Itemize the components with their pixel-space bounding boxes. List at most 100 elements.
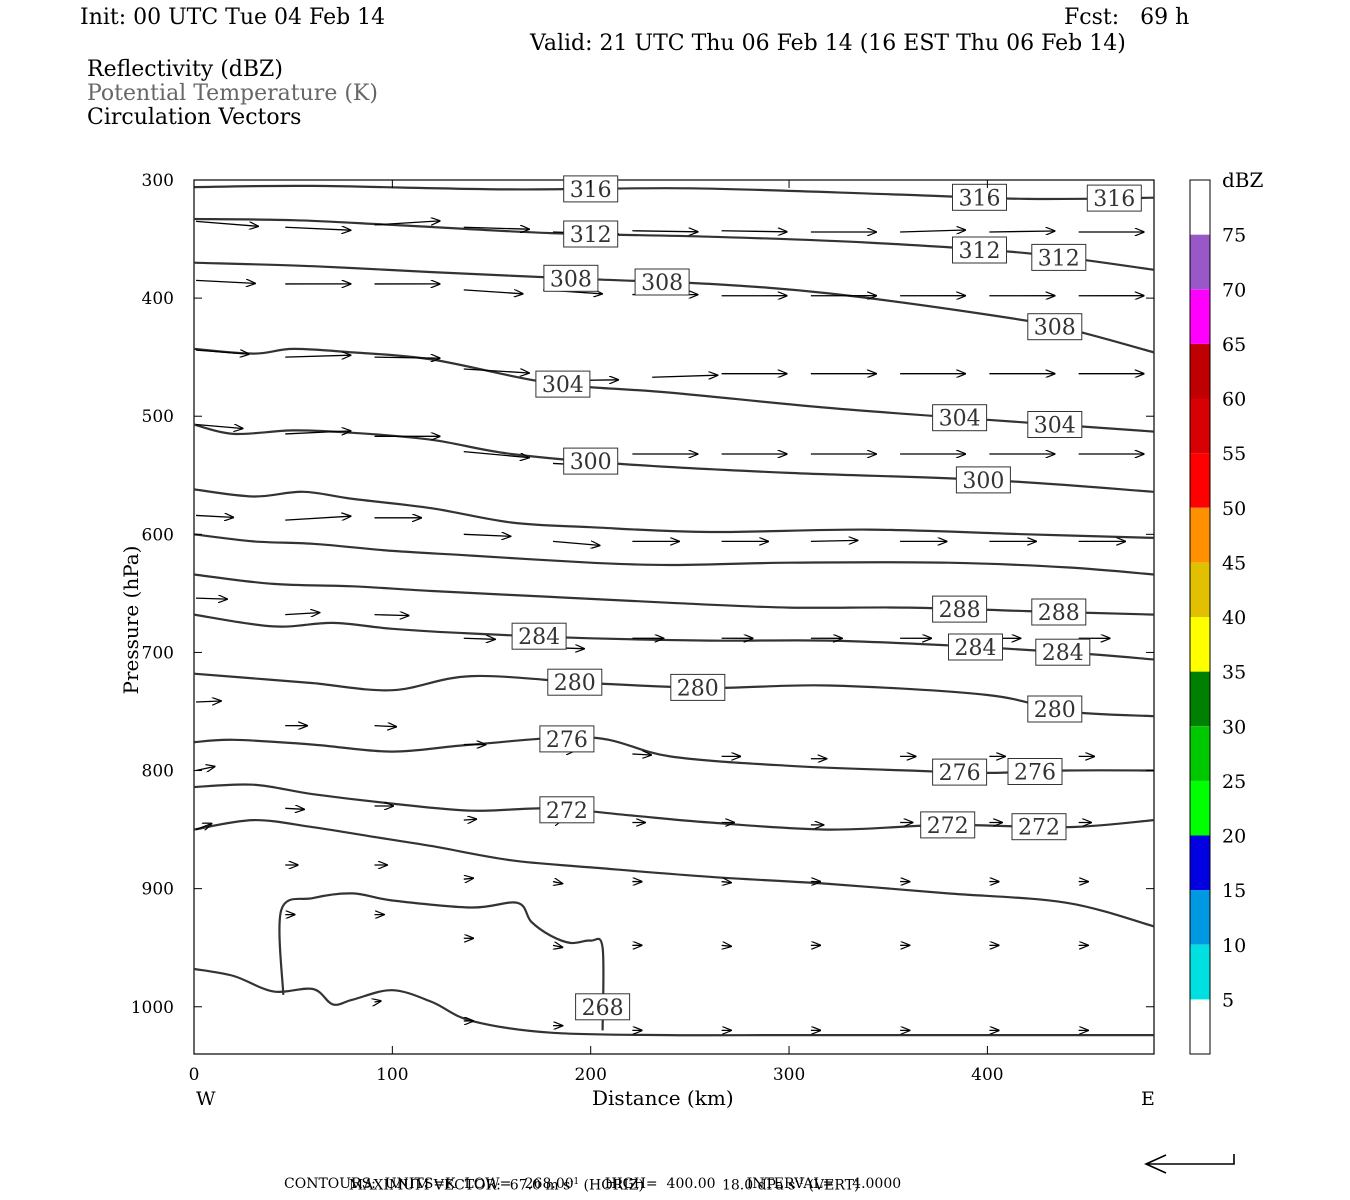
colorbar-tick-label: 20 xyxy=(1222,826,1246,848)
circulation-vector xyxy=(195,515,233,517)
y-tick-label: 700 xyxy=(142,643,174,663)
contour-label-276: 276 xyxy=(539,725,595,753)
circulation-vector xyxy=(374,221,440,226)
circulation-vector xyxy=(195,220,258,226)
circulation-vector xyxy=(810,540,858,541)
contour-label-text: 316 xyxy=(1093,187,1135,212)
contour-label-284: 284 xyxy=(1035,638,1091,666)
circulation-vector xyxy=(652,375,717,377)
colorbar-swatch xyxy=(1190,507,1210,563)
x-tick-label: 200 xyxy=(574,1065,606,1085)
circulation-vector xyxy=(195,701,221,702)
x-tick-label: 0 xyxy=(189,1065,200,1085)
contour-label-text: 308 xyxy=(641,271,683,296)
contour-label-box xyxy=(539,796,595,824)
contour-label-box xyxy=(1027,695,1083,723)
x-axis-label: Distance (km) xyxy=(592,1086,734,1110)
circulation-vector xyxy=(463,638,495,639)
field-potential-temperature: Potential Temperature (K) xyxy=(87,81,378,106)
circulation-vector xyxy=(463,819,476,820)
colorbar-tick-label: 5 xyxy=(1222,989,1234,1011)
isentrope-312 xyxy=(193,217,1155,271)
contour-label-text: 284 xyxy=(955,636,997,661)
y-tick-label: 400 xyxy=(142,289,174,309)
contour-label-308: 308 xyxy=(634,268,690,296)
contour-label-284: 284 xyxy=(511,622,567,650)
field-circulation-vectors: Circulation Vectors xyxy=(87,105,302,130)
contour-label-304: 304 xyxy=(1027,411,1083,439)
contour-label-276: 276 xyxy=(932,758,988,786)
colorbar-tick-label: 35 xyxy=(1222,662,1246,684)
contour-label-text: 308 xyxy=(1034,316,1076,341)
colorbar-swatch xyxy=(1190,453,1210,508)
contour-label-300: 300 xyxy=(955,466,1011,494)
contour-label-text: 316 xyxy=(959,186,1001,211)
contour-label-box xyxy=(1007,758,1063,785)
isentrope-272 xyxy=(193,783,1155,831)
contour-label-box xyxy=(1035,638,1091,666)
circulation-vector xyxy=(632,231,697,232)
y-tick-label: 1000 xyxy=(131,998,174,1018)
colorbar-unit: dBZ xyxy=(1222,168,1264,192)
colorbar-swatch xyxy=(1190,617,1210,672)
contour-label-300: 300 xyxy=(563,447,619,475)
isentrope-292 xyxy=(193,533,1155,576)
contour-label-box xyxy=(1031,243,1087,271)
contour-label-276: 276 xyxy=(1007,758,1063,786)
circulation-vector xyxy=(285,355,350,357)
colorbar-tick-label: 40 xyxy=(1222,607,1246,629)
contour-label-text: 312 xyxy=(959,239,1001,264)
max-vector-vert: 18.0 dPa s xyxy=(721,1177,796,1194)
contour-label-text: 284 xyxy=(518,625,560,650)
circulation-vector xyxy=(285,431,350,434)
contour-label-box xyxy=(1031,598,1087,626)
contour-label-284: 284 xyxy=(948,633,1003,661)
contour-label-box xyxy=(952,236,1007,264)
contour-label-box xyxy=(932,758,988,786)
x-left-label: W xyxy=(196,1088,216,1110)
contour-label-text: 280 xyxy=(1034,698,1076,723)
circulation-vector xyxy=(722,945,731,946)
contour-label-text: 272 xyxy=(927,814,969,839)
plot-frame xyxy=(193,179,1155,1055)
y-tick-label: 500 xyxy=(142,407,174,427)
circulation-vector xyxy=(374,615,409,616)
colorbar-swatch-above-75 xyxy=(1190,180,1210,235)
contour-label-316: 316 xyxy=(1086,184,1142,212)
contour-label-box xyxy=(634,268,690,296)
circulation-vector xyxy=(195,280,255,283)
max-vector-line: MAXIMUM VECTOR: 67.0 m s-1 (HORIZ) 18.0 d… xyxy=(340,1158,860,1194)
contour-label-text: 272 xyxy=(1018,816,1060,841)
contour-label-text: 276 xyxy=(1014,761,1056,786)
valid-time: Valid: 21 UTC Thu 06 Feb 14 (16 EST Thu … xyxy=(530,31,1126,56)
circulation-vector xyxy=(195,767,215,771)
contour-label-312: 312 xyxy=(952,236,1007,264)
isentrope-304 xyxy=(193,347,1155,433)
contour-label-box xyxy=(547,668,603,696)
circulation-vector xyxy=(553,945,562,947)
contour-label-308: 308 xyxy=(1027,313,1083,341)
circulation-vector xyxy=(195,598,227,599)
colorbar-tick-label: 10 xyxy=(1222,935,1246,957)
contour-label-box xyxy=(920,811,976,839)
isentrope-284 xyxy=(193,613,1155,661)
contour-label-box xyxy=(543,264,599,292)
contour-label-304: 304 xyxy=(535,370,591,398)
contour-label-box xyxy=(1027,313,1083,341)
reference-vector xyxy=(1144,1154,1235,1174)
contour-label-text: 304 xyxy=(542,373,584,398)
isentrope-268-surface xyxy=(193,967,1154,1037)
isentrope-300 xyxy=(193,423,1155,493)
circulation-vector xyxy=(285,227,350,230)
contour-label-box xyxy=(563,447,619,475)
colorbar-tick-label: 30 xyxy=(1222,716,1246,738)
contour-label-text: 276 xyxy=(939,761,981,786)
colorbar-tick-label: 60 xyxy=(1222,389,1246,411)
contour-label-280: 280 xyxy=(1027,695,1083,723)
contour-label-text: 304 xyxy=(1034,414,1076,439)
contour-label-box xyxy=(1011,813,1067,841)
colorbar-tick-label: 50 xyxy=(1222,498,1246,520)
contour-label-box xyxy=(511,622,567,650)
circulation-vector xyxy=(900,230,965,232)
